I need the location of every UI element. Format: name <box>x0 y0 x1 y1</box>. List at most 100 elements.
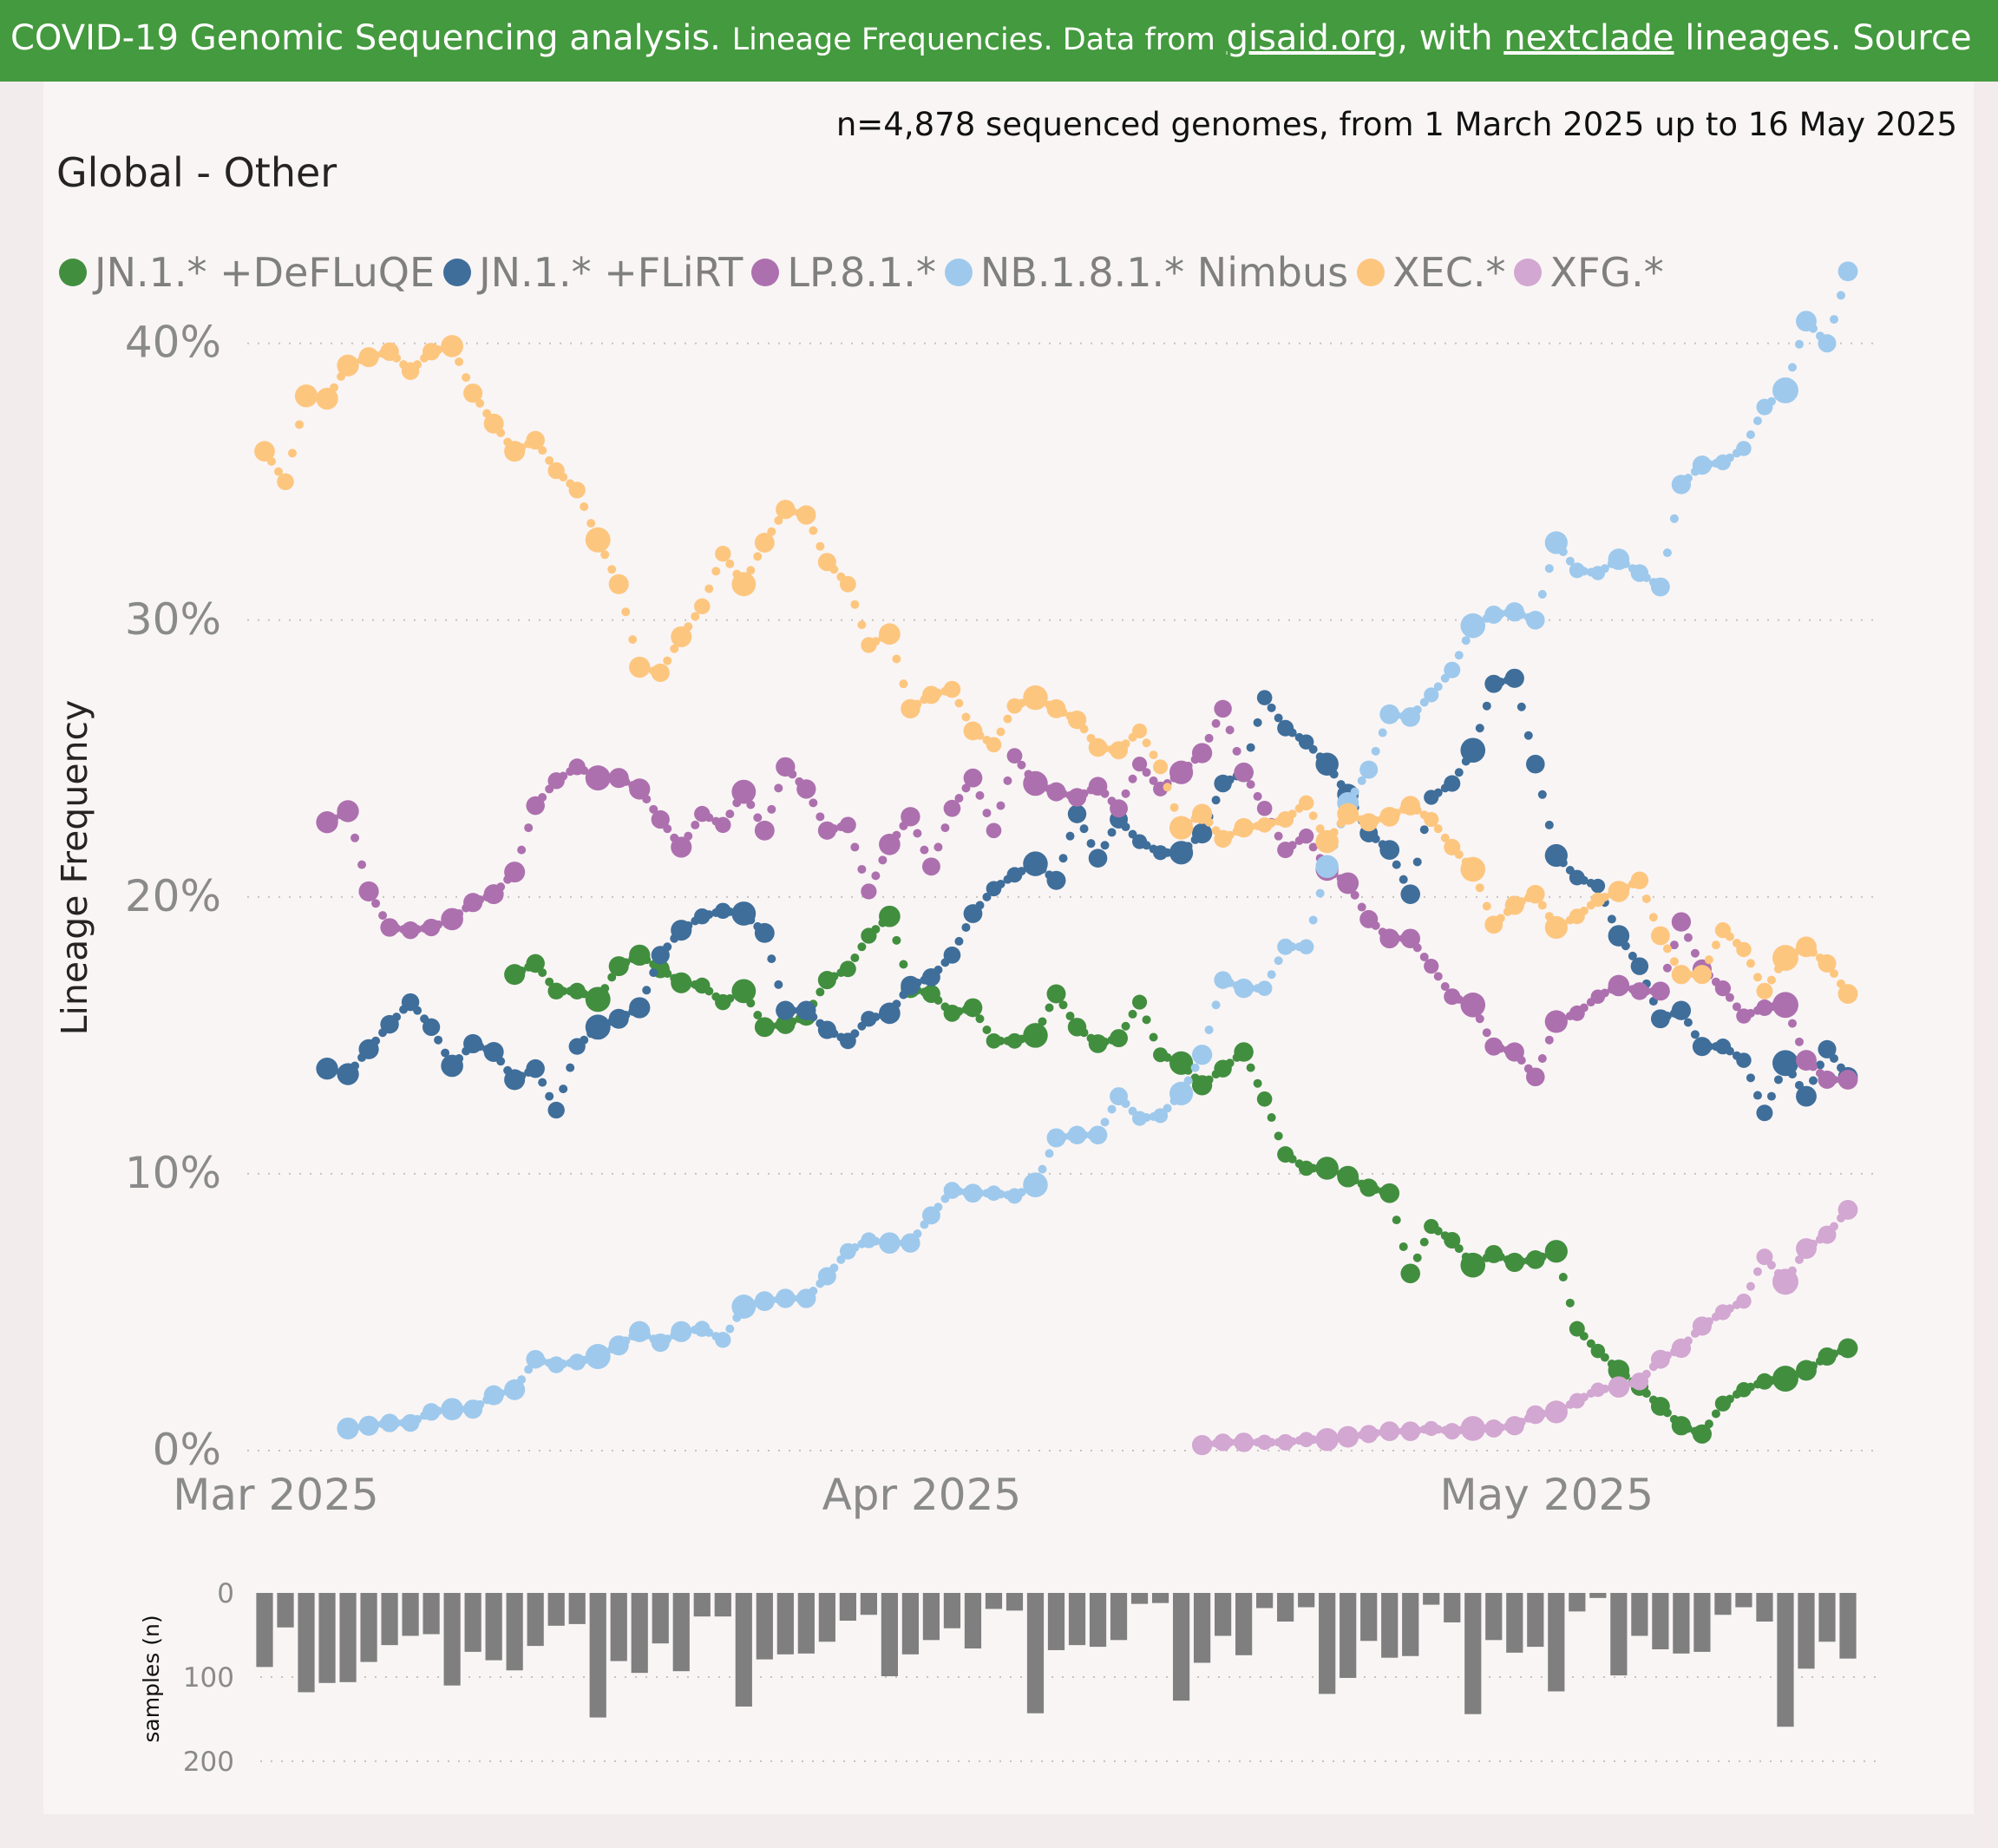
data-point <box>1569 1320 1585 1337</box>
interp-dot <box>1419 952 1429 961</box>
interp-dot <box>441 1048 450 1058</box>
data-point <box>1818 1225 1837 1244</box>
interp-dot <box>746 999 756 1008</box>
nextclade-link[interactable]: nextclade <box>1503 18 1674 58</box>
interp-dot <box>684 831 693 841</box>
interp-dot <box>1128 1009 1137 1019</box>
legend-item-xec[interactable]: XEC.* <box>1357 249 1505 296</box>
data-point <box>568 482 586 499</box>
data-point <box>441 1398 463 1420</box>
interp-dot <box>621 958 631 967</box>
data-point <box>1444 775 1461 792</box>
data-point <box>1650 981 1670 1001</box>
data-point <box>1277 938 1294 955</box>
interp-dot <box>1163 1104 1172 1113</box>
data-point <box>839 575 856 593</box>
interp-dot <box>580 766 589 776</box>
data-point <box>337 1417 359 1440</box>
interp-dot <box>1308 915 1318 925</box>
interp-dot <box>1371 1185 1380 1195</box>
interp-dot <box>1433 788 1443 797</box>
data-point <box>1772 1268 1798 1295</box>
interp-dot <box>996 727 1006 737</box>
sample-bar <box>1798 1593 1815 1669</box>
data-point <box>441 335 463 357</box>
data-point <box>1526 754 1545 774</box>
data-point <box>1714 980 1732 997</box>
interp-dot <box>1399 875 1408 884</box>
data-point <box>1838 1338 1858 1359</box>
data-point <box>776 1288 796 1308</box>
interp-dot <box>1690 948 1700 958</box>
sample-bar <box>298 1593 315 1693</box>
interp-dot <box>1142 768 1151 777</box>
interp-dot <box>1371 921 1380 930</box>
data-point <box>1526 1405 1545 1425</box>
data-point <box>1298 828 1314 844</box>
interp-dot <box>586 519 596 528</box>
interp-dot <box>1211 1000 1221 1010</box>
interp-dot <box>1079 789 1089 798</box>
legend-item-nb-1-8-1-nimbus[interactable]: NB.1.8.1.* Nimbus <box>944 249 1348 296</box>
interp-dot <box>913 1229 922 1239</box>
data-point <box>943 680 961 698</box>
interp-dot <box>1766 396 1776 406</box>
interp-dot <box>1392 809 1401 818</box>
interp-dot <box>475 1399 485 1409</box>
interp-dot <box>1662 944 1672 953</box>
series-xec <box>254 335 1858 1004</box>
interp-dot <box>1808 947 1818 957</box>
interp-dot <box>788 1294 797 1303</box>
interp-dot <box>475 895 485 905</box>
interp-dot <box>892 830 901 840</box>
legend-item-xfg[interactable]: XFG.* <box>1514 249 1664 296</box>
interp-dot <box>1517 1256 1526 1266</box>
sample-bar <box>943 1593 961 1628</box>
legend-item-jn-1-defluqe[interactable]: JN.1.* +DeFLuQE <box>59 249 435 296</box>
sample-bar <box>1277 1593 1294 1622</box>
interp-dot <box>1600 1384 1609 1393</box>
interp-dot <box>975 1189 985 1198</box>
region-title: Global - Other <box>56 149 337 196</box>
data-point <box>1234 817 1254 838</box>
data-point <box>1298 1432 1314 1447</box>
data-point <box>839 1032 856 1050</box>
data-point <box>1315 1427 1339 1452</box>
interp-dot <box>371 899 381 908</box>
sample-bar <box>631 1593 648 1674</box>
data-point <box>754 532 775 553</box>
banner: COVID-19 Genomic Sequencing analysis. Li… <box>0 0 1998 82</box>
interp-dot <box>933 995 943 1005</box>
interp-dot <box>1107 1104 1117 1114</box>
interp-dot <box>1725 1304 1734 1314</box>
data-point <box>1379 928 1400 949</box>
interp-dot <box>1787 363 1797 372</box>
data-point <box>1504 668 1524 688</box>
legend-item-jn-1-flirt[interactable]: JN.1.* +FLiRT <box>443 249 743 296</box>
interp-dot <box>1128 774 1137 783</box>
interp-dot <box>1287 942 1297 952</box>
interp-dot <box>850 600 860 609</box>
gisaid-link[interactable]: gisaid.org <box>1226 18 1398 58</box>
sample-bar <box>1193 1593 1211 1663</box>
legend-item-lp-8-1[interactable]: LP.8.1.* <box>751 249 936 296</box>
interp-dot <box>746 1300 756 1309</box>
interp-dot <box>1746 959 1755 968</box>
interp-dot <box>1475 617 1484 626</box>
interp-dot <box>1392 934 1401 943</box>
data-point <box>1736 1293 1752 1309</box>
interp-dot <box>524 823 534 833</box>
sample-bar <box>1360 1593 1378 1642</box>
interp-dot <box>1558 1014 1568 1024</box>
interp-dot <box>1808 1239 1818 1248</box>
data-point <box>986 1032 1002 1049</box>
interp-dot <box>954 1187 964 1196</box>
data-point <box>879 1232 901 1255</box>
interp-dot <box>1752 1267 1762 1276</box>
data-point <box>731 572 757 597</box>
interp-dot <box>1149 1032 1158 1042</box>
interp-dot <box>1683 970 1693 980</box>
data-point <box>1772 1050 1798 1077</box>
interp-dot <box>1163 1052 1172 1062</box>
